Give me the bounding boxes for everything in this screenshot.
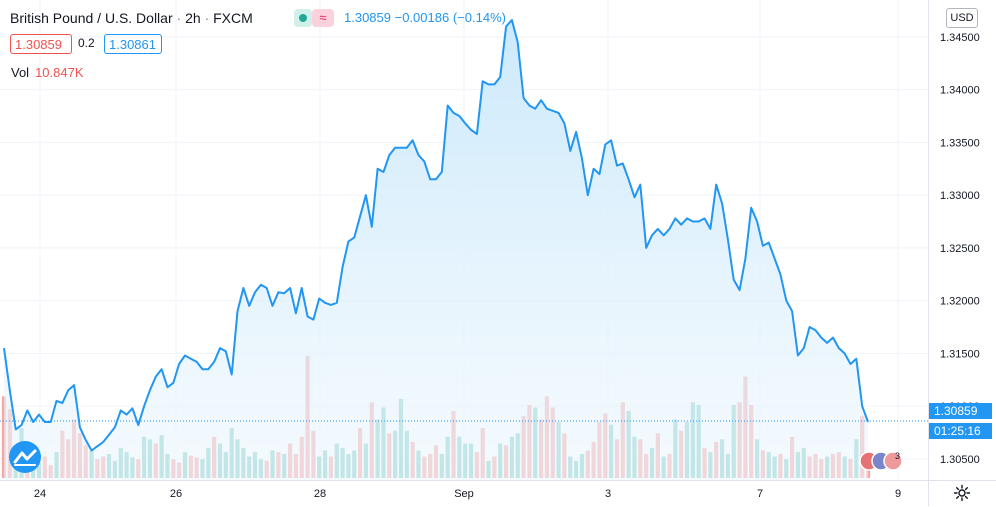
title-separator-2: · — [204, 10, 210, 26]
price-axis[interactable]: 1.305001.310001.315001.320001.325001.330… — [940, 0, 980, 466]
symbol-title[interactable]: British Pound / U.S. Dollar · 2h · FXCM — [10, 10, 253, 26]
price-tick-label: 1.32000 — [940, 296, 980, 308]
wave-icon[interactable]: ≈ — [312, 9, 334, 27]
market-open-status-icon[interactable] — [294, 9, 312, 27]
status-dot-icon — [299, 14, 307, 22]
interval-label: 2h — [185, 10, 201, 26]
price-line — [3, 19, 869, 452]
spread-value: 0.2 — [78, 36, 95, 50]
flags-icon[interactable]: 3 — [859, 450, 909, 472]
time-tick-label: 9 — [895, 488, 901, 500]
gear-icon[interactable] — [953, 484, 971, 507]
time-tick-label: 28 — [314, 488, 326, 500]
price-tick-label: 1.33000 — [940, 190, 980, 202]
price-tick-label: 1.34000 — [940, 85, 980, 97]
event-count: 3 — [895, 451, 900, 461]
exchange-label: FXCM — [213, 10, 253, 26]
bar-countdown-tag: 01:25:16 — [929, 423, 992, 439]
volume-label: Vol — [11, 65, 30, 80]
time-tick-label: 3 — [605, 488, 611, 500]
time-tick-label: Sep — [454, 488, 474, 500]
last-price-change: 1.30859 −0.00186 (−0.14%) — [344, 10, 506, 25]
time-tick-label: 24 — [34, 488, 46, 500]
currency-button[interactable]: USD — [946, 8, 978, 28]
price-change-value: −0.00186 — [394, 10, 450, 25]
price-tick-label: 1.31500 — [940, 348, 980, 360]
tradingview-logo-icon[interactable] — [9, 441, 41, 473]
price-tick-label: 1.33500 — [940, 137, 980, 149]
price-change-percent: (−0.14%) — [452, 10, 506, 25]
time-tick-label: 7 — [757, 488, 763, 500]
price-tick-label: 1.34500 — [940, 32, 980, 44]
volume-value: 10.847K — [35, 65, 84, 80]
volume-legend: Vol 10.847K — [11, 65, 84, 80]
price-tick-label: 1.32500 — [940, 243, 980, 255]
price-area-fill — [4, 20, 868, 480]
last-price-value: 1.30859 — [344, 10, 391, 25]
time-axis[interactable]: 24 26 28 Sep 3 7 9 — [34, 488, 901, 500]
title-separator-1: · — [176, 10, 182, 26]
last-price-tag: 1.30859 — [929, 403, 992, 419]
price-tick-label: 1.30500 — [940, 454, 980, 466]
symbol-name: British Pound / U.S. Dollar — [10, 10, 173, 26]
sell-price-button[interactable]: 1.30859 — [10, 34, 72, 54]
buy-price-button[interactable]: 1.30861 — [104, 34, 162, 54]
time-tick-label: 26 — [170, 488, 182, 500]
